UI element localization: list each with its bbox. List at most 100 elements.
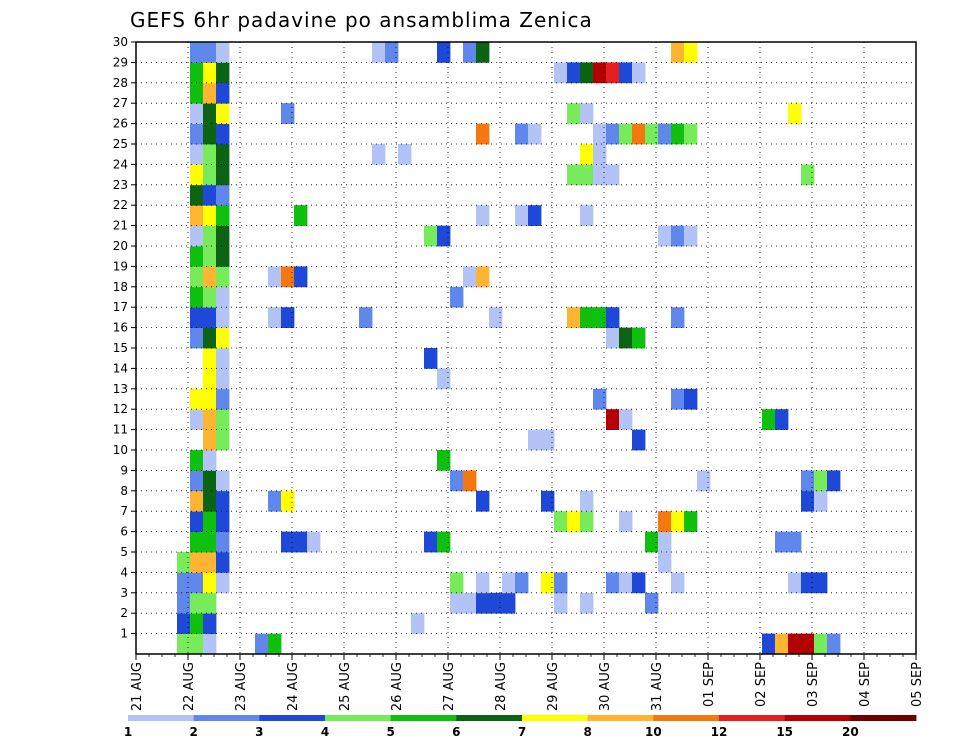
heatmap-cell: [814, 490, 828, 512]
heatmap-cell: [177, 613, 191, 634]
y-tick-label: 24: [113, 157, 128, 171]
heatmap-cell: [190, 450, 204, 471]
heatmap-cell: [515, 123, 529, 145]
heatmap-cell: [632, 123, 646, 145]
heatmap-cell: [671, 307, 685, 328]
colorbar-tick-label: 12: [711, 725, 728, 739]
x-tick-label: 27 AUG: [442, 662, 457, 711]
colorbar-tick-label: 1: [124, 725, 132, 739]
x-tick-label: 01 SEP: [702, 662, 717, 707]
heatmap-cell: [203, 225, 217, 247]
heatmap-cell: [593, 307, 607, 328]
heatmap-cell: [216, 368, 230, 390]
heatmap-cell: [190, 103, 204, 124]
heatmap-cell: [489, 307, 503, 328]
heatmap-cell: [827, 633, 841, 655]
heatmap-cell: [203, 62, 217, 84]
heatmap-cell: [190, 42, 204, 63]
heatmap-cell: [281, 266, 295, 288]
heatmap-cell: [190, 307, 204, 328]
heatmap-cell: [177, 572, 191, 594]
heatmap-cell: [203, 144, 217, 165]
y-tick-label: 26: [113, 117, 128, 131]
heatmap-cell: [801, 572, 815, 594]
x-tick-label: 28 AUG: [494, 662, 509, 711]
heatmap-cell: [671, 123, 685, 145]
heatmap-cell: [606, 62, 620, 84]
heatmap-cell: [554, 511, 568, 532]
heatmap-cell: [216, 62, 230, 84]
colorbar-swatch: [784, 715, 851, 721]
chart-title: GEFS 6hr padavine po ansamblima Zenica: [130, 8, 593, 32]
heatmap-cell: [372, 144, 386, 165]
heatmap-cell: [658, 225, 672, 247]
heatmap-cell: [216, 286, 230, 308]
heatmap-cell: [606, 164, 620, 186]
y-tick-label: 10: [113, 443, 128, 457]
heatmap-cell: [203, 368, 217, 390]
colorbar-tick-label: 10: [645, 725, 662, 739]
heatmap-cell: [567, 62, 581, 84]
y-tick-label: 9: [120, 463, 128, 477]
heatmap-cell: [788, 531, 802, 553]
heatmap-cell: [203, 164, 217, 186]
heatmap-cell: [658, 511, 672, 532]
x-tick-label: 22 AUG: [182, 662, 197, 711]
heatmap-cell: [814, 633, 828, 655]
heatmap-cell: [190, 62, 204, 84]
heatmap-cell: [450, 470, 464, 492]
heatmap-cell: [814, 470, 828, 492]
heatmap-cell: [801, 633, 815, 655]
heatmap-cell: [255, 633, 269, 655]
heatmap-cell: [281, 307, 295, 328]
heatmap-cell: [203, 531, 217, 553]
heatmap-cell: [606, 307, 620, 328]
heatmap-cell: [190, 470, 204, 492]
heatmap-cell: [684, 123, 698, 145]
heatmap-cell: [203, 246, 217, 267]
y-tick-label: 28: [113, 76, 128, 90]
y-tick-label: 25: [113, 137, 128, 151]
heatmap-cell: [554, 572, 568, 594]
heatmap-cell: [645, 123, 659, 145]
colorbar-tick-label: 5: [386, 725, 394, 739]
heatmap-cell: [580, 103, 594, 124]
heatmap-cell: [671, 511, 685, 532]
heatmap-cell: [268, 307, 282, 328]
heatmap-cell: [541, 490, 555, 512]
heatmap-cell: [190, 266, 204, 288]
heatmap-cell: [450, 286, 464, 308]
heatmap-cell: [788, 572, 802, 594]
heatmap-cell: [554, 62, 568, 84]
heatmap-cell: [528, 429, 542, 451]
heatmap-cell: [190, 225, 204, 247]
heatmap-cell: [775, 409, 789, 430]
heatmap-cell: [424, 348, 438, 369]
heatmap-cell: [671, 42, 685, 63]
heatmap-cell: [827, 470, 841, 492]
heatmap-cell: [216, 327, 230, 349]
heatmap-cell: [190, 511, 204, 532]
heatmap-cell: [216, 429, 230, 451]
heatmap-cell: [216, 511, 230, 532]
heatmap-cell: [216, 205, 230, 226]
heatmap-cell: [463, 470, 477, 492]
colorbar: 1 2 3 4 5 6 7 8 10 12 15 20: [124, 715, 917, 739]
heatmap-cell: [437, 225, 451, 247]
heatmap-cell: [190, 531, 204, 553]
colorbar-swatch: [325, 715, 392, 721]
heatmap-cell: [697, 470, 711, 492]
heatmap-cell: [216, 246, 230, 267]
heatmap-cell: [203, 470, 217, 492]
heatmap-cell: [203, 511, 217, 532]
heatmap-cell: [190, 286, 204, 308]
y-tick-label: 14: [113, 361, 128, 375]
heatmap-cell: [190, 572, 204, 594]
y-tick-label: 13: [113, 382, 128, 396]
heatmap-cell: [190, 246, 204, 267]
heatmap-cell: [190, 205, 204, 226]
heatmap-cell: [476, 572, 490, 594]
heatmap-cell: [203, 82, 217, 104]
heatmap-cell: [541, 572, 555, 594]
heatmap-cell: [658, 552, 672, 573]
